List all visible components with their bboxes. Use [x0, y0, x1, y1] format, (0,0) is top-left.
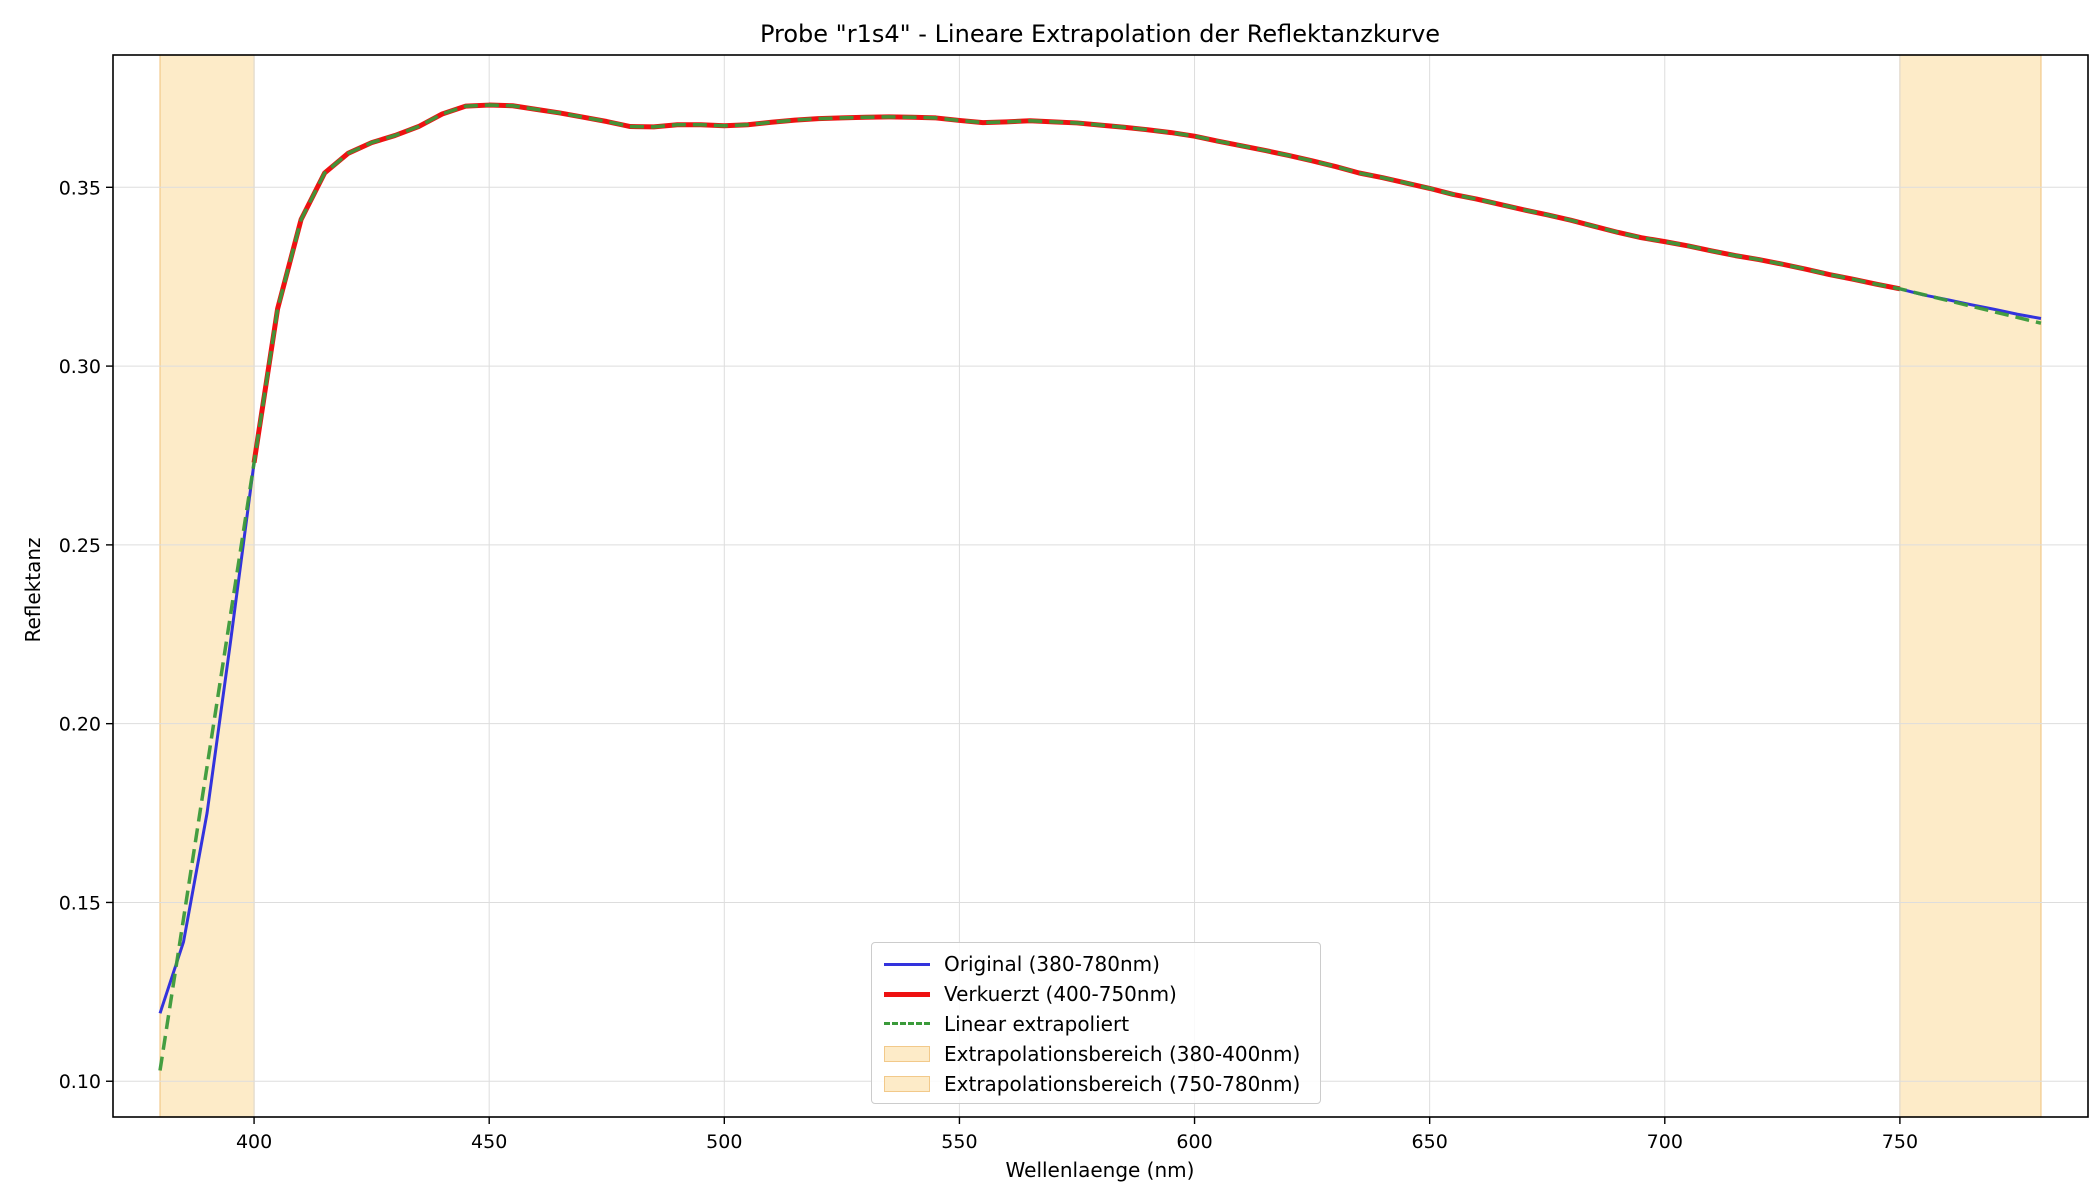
series-line-1: [158, 103, 2042, 1014]
x-tick-label: 500: [706, 1131, 742, 1153]
legend-swatch-region-right: [882, 1074, 932, 1094]
series-line-2: [251, 102, 1901, 464]
axis-ticks: 400 450 500 550 600 650 700 750 0.10 0.15 0.20 0.25…: [59, 177, 1918, 1153]
legend-swatch-verkuerzt: [882, 984, 932, 1004]
legend-item-verkuerzt: Verkuerzt (400-750nm): [882, 979, 1310, 1009]
series-line-3: [158, 103, 2042, 1071]
legend-label-original: Original (380-780nm): [944, 952, 1160, 976]
legend-label-verkuerzt: Verkuerzt (400-750nm): [944, 982, 1177, 1006]
y-axis-label: Reflektanz: [21, 537, 45, 642]
legend-swatch-original: [882, 954, 932, 974]
chart-legend: Original (380-780nm) Verkuerzt (400-750n…: [871, 942, 1321, 1104]
x-tick-label: 750: [1882, 1131, 1918, 1153]
x-tick-label: 650: [1412, 1131, 1448, 1153]
x-tick-label: 550: [941, 1131, 977, 1153]
y-tick-label: 0.20: [59, 714, 101, 736]
legend-item-original: Original (380-780nm): [882, 949, 1310, 979]
series-lines: [158, 102, 2042, 1071]
x-tick-label: 400: [236, 1131, 272, 1153]
legend-item-linear-extrapoliert: Linear extrapoliert: [882, 1009, 1310, 1039]
shaded-region-2: [1899, 54, 2042, 1118]
x-axis-label: Wellenlaenge (nm): [1006, 1158, 1195, 1182]
y-tick-label: 0.10: [59, 1071, 101, 1093]
x-tick-label: 450: [471, 1131, 507, 1153]
y-tick-label: 0.25: [59, 535, 101, 557]
legend-item-region-right: Extrapolationsbereich (750-780nm): [882, 1069, 1310, 1099]
shaded-region-1: [159, 54, 255, 1118]
y-tick-label: 0.30: [59, 356, 101, 378]
x-tick-label: 600: [1176, 1131, 1212, 1153]
legend-swatch-linear-extrapoliert: [882, 1014, 932, 1034]
chart-title: Probe "r1s4" - Lineare Extrapolation der…: [760, 20, 1440, 48]
legend-label-region-left: Extrapolationsbereich (380-400nm): [944, 1042, 1301, 1066]
y-tick-label: 0.35: [59, 177, 101, 199]
legend-label-linear-extrapoliert: Linear extrapoliert: [944, 1012, 1130, 1036]
legend-swatch-region-left: [882, 1044, 932, 1064]
y-tick-label: 0.15: [59, 892, 101, 914]
plot-frame: [112, 54, 2089, 1118]
x-tick-label: 700: [1647, 1131, 1683, 1153]
legend-item-region-left: Extrapolationsbereich (380-400nm): [882, 1039, 1310, 1069]
legend-label-region-right: Extrapolationsbereich (750-780nm): [944, 1072, 1301, 1096]
